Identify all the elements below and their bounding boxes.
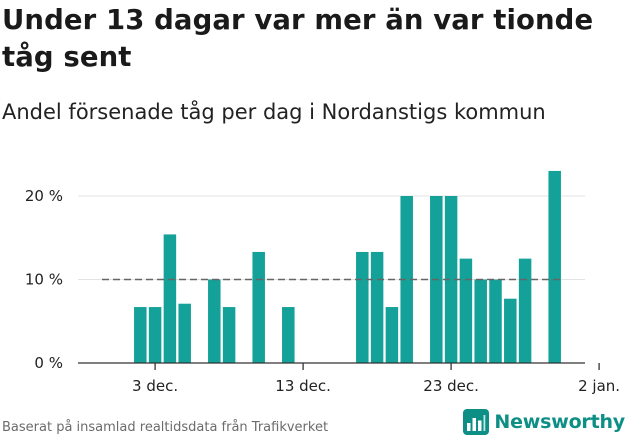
x-tick-label: 23 dec. <box>423 377 479 395</box>
bar <box>489 279 502 363</box>
bar <box>504 298 517 363</box>
brand-name: Newsworthy <box>494 411 625 433</box>
bar <box>459 258 473 363</box>
bar <box>474 279 487 363</box>
bars <box>134 170 561 363</box>
bar-chart: 0 % 10 % 20 % 3 dec. 13 dec. 23 dec. 2 jan. <box>25 170 620 395</box>
bar <box>148 307 162 363</box>
bar <box>370 251 384 363</box>
y-tick-label: 20 % <box>25 187 63 205</box>
gridlines <box>78 195 585 280</box>
x-tick-label: 3 dec. <box>132 377 178 395</box>
bar <box>163 234 177 363</box>
source-note: Baserat på insamlad realtidsdata från Tr… <box>2 420 329 435</box>
chart-title: Under 13 dagar var mer än var tionde tåg… <box>2 4 594 73</box>
bar <box>178 303 191 363</box>
bar <box>252 251 265 363</box>
axes: 0 % 10 % 20 % 3 dec. 13 dec. 23 dec. 2 jan. <box>25 187 620 395</box>
newsworthy-logo: Newsworthy <box>463 409 625 435</box>
bar <box>548 170 561 363</box>
x-tick-label: 13 dec. <box>275 377 331 395</box>
x-tick-label: 2 jan. <box>578 377 620 395</box>
chart-subtitle: Andel försenade tåg per dag i Nordanstig… <box>2 100 546 124</box>
bar <box>134 307 147 363</box>
bar <box>356 251 369 363</box>
bar <box>518 258 532 363</box>
bar <box>282 307 295 363</box>
bar <box>444 196 458 363</box>
y-tick-label: 0 % <box>34 354 63 372</box>
bar <box>208 279 221 363</box>
y-tick-label: 10 % <box>25 271 63 289</box>
newsworthy-logo-icon <box>463 409 490 435</box>
bar <box>400 196 413 363</box>
bar <box>385 307 399 363</box>
bar <box>222 307 236 363</box>
